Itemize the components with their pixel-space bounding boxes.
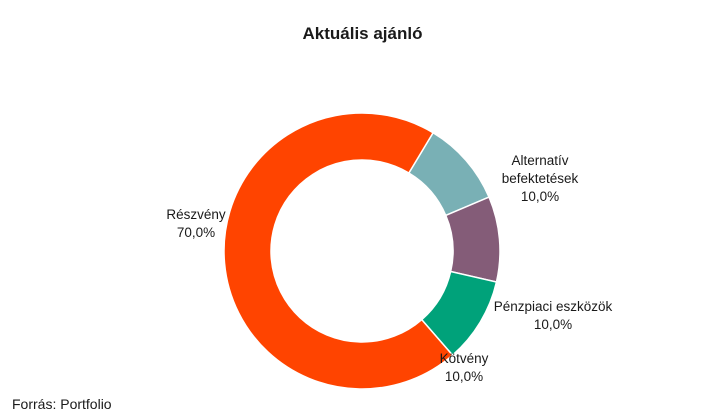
slice-label-3: Kötvény 10,0% xyxy=(440,350,489,386)
slice-category-text: Részvény xyxy=(166,207,226,222)
chart-title: Aktuális ajánló xyxy=(302,24,423,43)
slice-label-4: Részvény 70,0% xyxy=(166,206,225,242)
slice-value-text: 10,0% xyxy=(444,369,484,384)
slice-label-2: Pénzpiaci eszközök 10,0% xyxy=(494,298,613,334)
slice-category-text: Pénzpiaci eszközök xyxy=(493,299,613,314)
slice-value-text: 10,0% xyxy=(520,189,560,204)
slice-category-text: befektetések xyxy=(501,171,579,186)
slice-value-text: 10,0% xyxy=(533,317,573,332)
slice-category-text: Kötvény xyxy=(439,351,489,366)
slice-category-text: Alternatív xyxy=(511,153,569,168)
slice-4 xyxy=(223,112,454,390)
slice-label-1: Alternatív befektetések 10,0% xyxy=(502,152,579,206)
slice-value-text: 70,0% xyxy=(176,225,216,240)
source-note: Forrás: Portfolio xyxy=(12,396,112,412)
